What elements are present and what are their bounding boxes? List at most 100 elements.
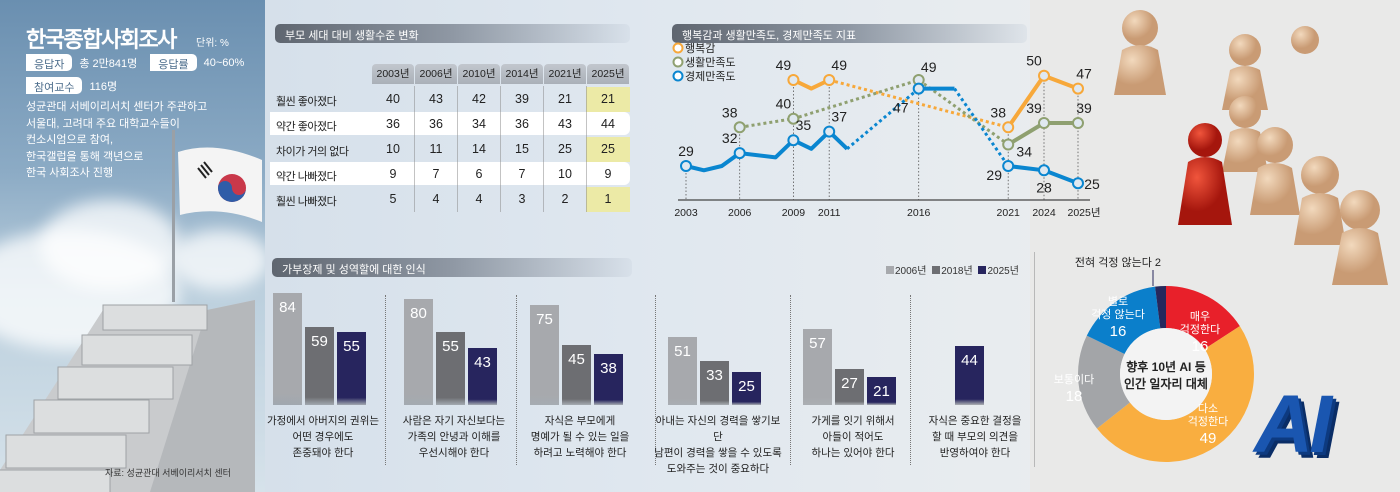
table-cell: 4 [475,192,483,206]
table-cell: 1 [604,192,612,206]
slice-value: 16 [1192,338,1209,355]
respondents-value: 총 2만841명 [79,57,138,70]
slice-name: 걱정한다 [1180,323,1220,336]
bar: 44 [955,346,984,405]
caption-line: 명예가 될 수 있는 일을 [530,431,630,443]
data-point [787,74,800,86]
data-label: 49 [921,59,937,75]
table-cell: 9 [389,167,397,181]
data-point [1038,117,1050,129]
data-point [1038,164,1050,177]
bar: 80 [404,298,433,405]
description-line: 한국갤럽을 통해 객년으로 [26,150,144,163]
bar-caption: 가정에서 아버지의 권위는 어떤 경우에도 존중돼야 한다 [258,413,388,461]
legend-swatch [978,266,987,274]
table-cell: 43 [558,117,572,131]
column-header: 2003년 [372,64,414,84]
table-cell: 2 [561,192,569,206]
data-label: 47 [893,100,909,116]
caption-line: 하나는 있어야 한다 [811,447,895,459]
bar: 55 [436,331,465,405]
bar-legend: 2006년 2018년 2025년 [886,262,1019,277]
legend-marker [672,42,684,54]
x-tick-label: 2003 [674,207,698,219]
data-point [787,134,800,147]
data-label: 35 [796,117,812,133]
data-label: 37 [831,109,847,125]
slice-value: 16 [1110,323,1127,340]
data-point [1002,121,1015,134]
x-tick-label: 2009 [782,207,806,219]
table-cell: 6 [475,167,483,181]
description-line: 서울대, 고려대 주요 대학교수들이 [26,117,180,130]
data-label: 49 [831,57,847,73]
slice-name: 전혀 걱정 않는다 2 [1075,256,1161,269]
survey-title: 한국종합사회조사 [26,27,177,52]
description-line: 한국 사회조사 진행 [26,167,114,179]
group-divider [516,295,517,465]
slice-value: 49 [1200,430,1217,447]
group-divider [385,295,386,465]
slice-name: 보통이다 [1054,373,1094,386]
column-header: 2025년 [587,64,629,84]
column-divider [500,86,501,212]
bar: 51 [668,337,697,405]
data-label: 47 [1076,66,1092,82]
bar: 75 [530,305,559,405]
bar: 21 [867,377,896,405]
caption-line: 가게를 잇기 위해서 [811,415,895,427]
series-line-0 [828,78,1009,129]
table-cell: 7 [432,167,440,181]
table-cell: 21 [558,92,572,106]
data-label: 29 [986,167,1002,183]
data-label: 38 [990,104,1006,120]
data-point [680,160,692,172]
donut-slice [1078,335,1130,429]
column-divider [414,86,415,212]
slice-label: 보통이다 18 [1054,373,1094,405]
column-header: 2021년 [544,64,586,84]
table-cell: 5 [389,192,397,206]
bar-caption: 가게를 잇기 위해서 아들이 적어도 하나는 있어야 한다 [788,413,918,461]
data-label: 39 [1076,100,1092,116]
table-cell: 21 [601,92,615,106]
data-label: 50 [1026,53,1042,69]
table-cell: 40 [386,92,400,106]
highlight-cell [586,187,630,212]
bar: 45 [562,345,591,405]
highlight-cell [586,87,630,112]
column-divider [543,86,544,212]
series-line-2 [685,129,849,173]
bar: 84 [273,293,302,405]
table-cell: 10 [558,167,572,181]
center-label: 인간 일자리 대체 [1124,376,1208,391]
data-label: 38 [722,104,738,120]
table-cell: 43 [429,92,443,106]
description-line: 성균관대 서베이리서치 센터가 주관하고 [26,101,208,113]
bar: 57 [803,329,832,405]
survey-description: 성균관대 서베이리서치 센터가 주관하고 서울대, 고려대 주요 대학교수들이 … [26,99,262,182]
caption-line: 우선시해야 한다 [418,447,490,459]
table-cell: 34 [472,117,486,131]
legend-label: 2018년 [941,266,973,277]
series-line-0 [792,78,831,91]
caption-line: 아내는 자신의 경력을 쌓기보단 [655,415,781,443]
slice-name: 걱정한다 [1188,415,1228,428]
stairs-flag-illustration [0,130,262,492]
group-divider [655,295,656,465]
table-cell: 44 [601,117,615,131]
bar: 25 [732,371,761,405]
line-chart-title: 행복감과 생활만족도, 경제만족도 지표 [672,24,1027,43]
legend-swatch [932,266,941,274]
source-credit: 자료: 성균관대 서베이리서치 센터 [105,468,231,478]
table-cell: 9 [604,167,612,181]
slice-value: 18 [1066,388,1083,405]
bar-caption: 아내는 자신의 경력을 쌓기보단 남편이 경력을 쌓을 수 있도록 도와주는 것이 … [653,413,783,477]
x-tick-label: 2024 [1032,207,1056,219]
response-rate-value: 40~60% [203,56,245,69]
bar: 33 [700,361,729,405]
legend-swatch [886,266,894,274]
table-cell: 36 [386,117,400,131]
